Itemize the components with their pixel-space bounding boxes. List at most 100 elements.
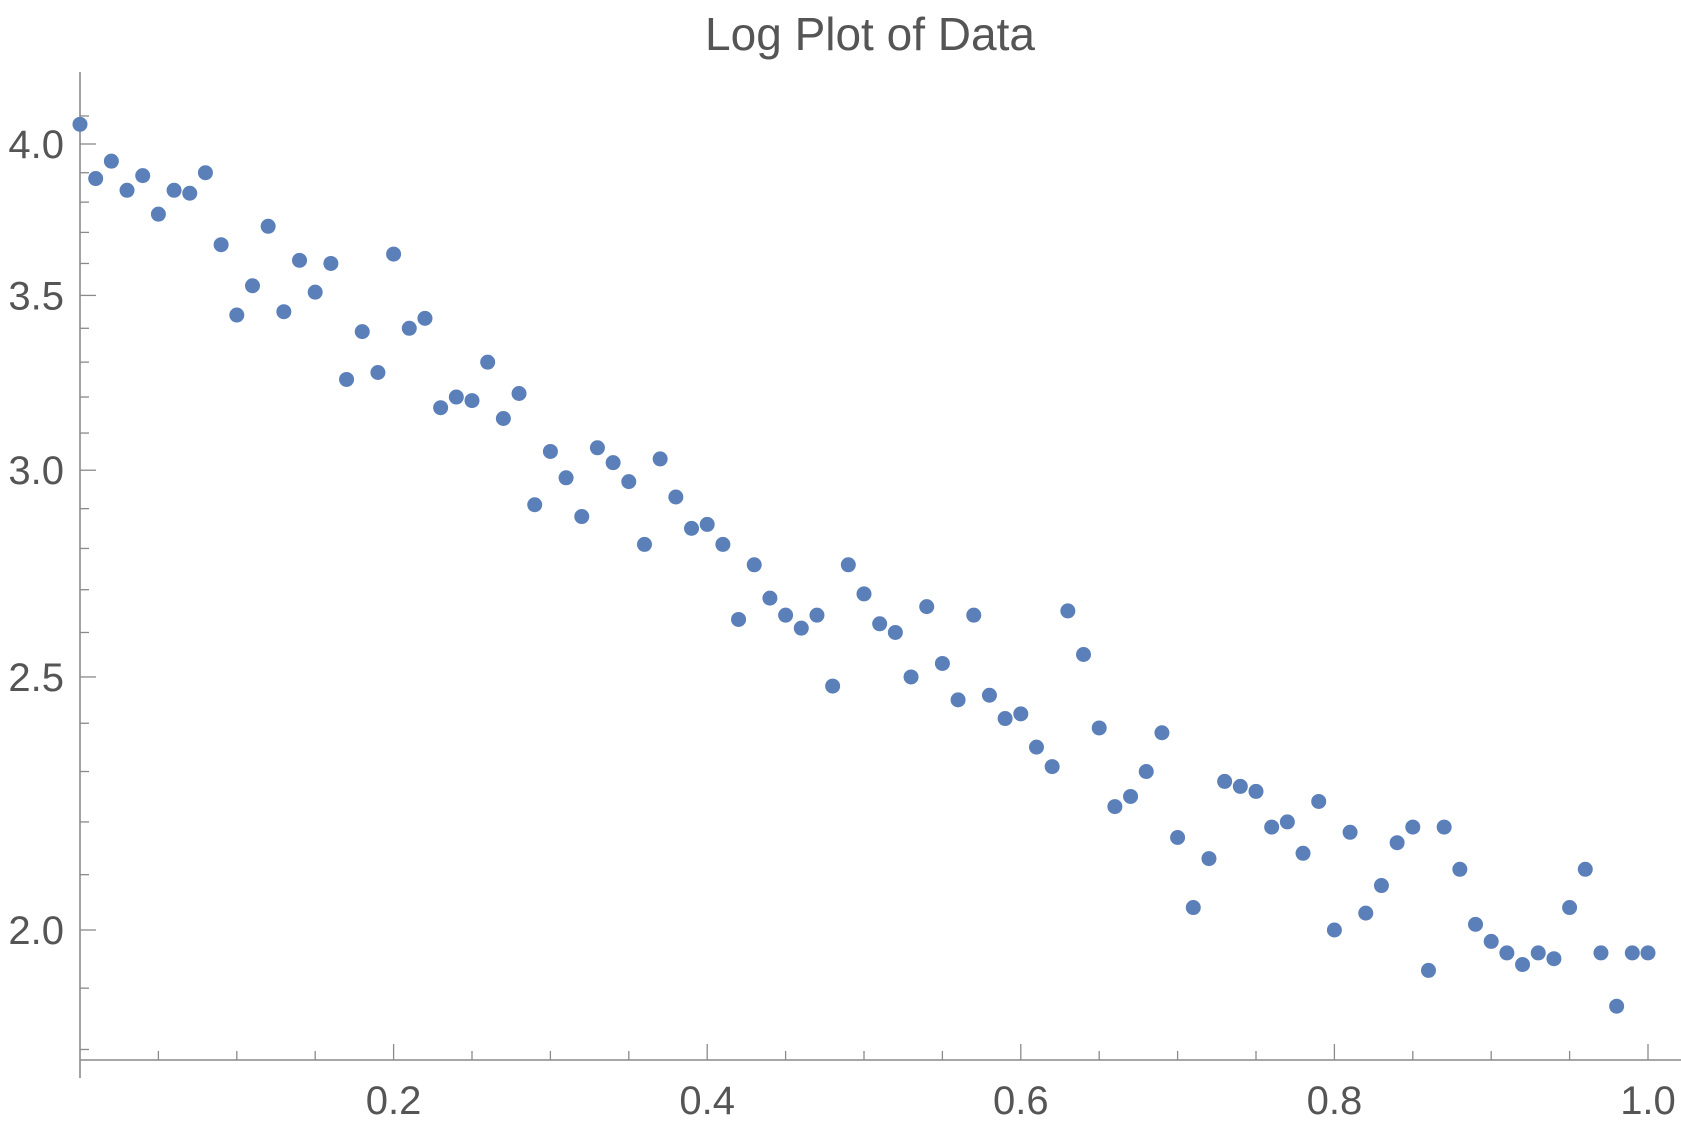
data-point (495, 410, 511, 426)
data-point (1546, 951, 1562, 967)
data-point (934, 655, 950, 671)
data-point (715, 536, 731, 552)
data-point (527, 497, 543, 513)
data-point (605, 455, 621, 471)
data-point (699, 516, 715, 532)
data-point (1279, 814, 1295, 830)
data-point (1609, 998, 1625, 1014)
data-point (1405, 819, 1421, 835)
data-point (684, 520, 700, 536)
data-point (354, 324, 370, 340)
data-point (636, 536, 652, 552)
data-point (668, 489, 684, 505)
x-tick-label: 0.4 (679, 1079, 735, 1123)
data-point (103, 153, 119, 169)
data-point (1170, 829, 1186, 845)
x-axis-ticks: 0.2 0.4 0.6 0.8 1.0 (157, 1044, 1676, 1123)
data-point (292, 252, 308, 268)
data-point (872, 616, 888, 632)
data-point (448, 389, 464, 405)
x-tick-label: 0.2 (366, 1079, 422, 1123)
data-point (997, 711, 1013, 727)
x-tick-label: 0.6 (993, 1079, 1049, 1123)
data-point (1640, 945, 1656, 961)
data-point (1154, 725, 1170, 741)
data-point (1624, 945, 1640, 961)
y-tick-label: 3.5 (8, 274, 64, 318)
data-point (809, 607, 825, 623)
data-point (260, 218, 276, 234)
data-point (558, 470, 574, 486)
data-points (72, 116, 1656, 1014)
data-point (887, 624, 903, 640)
data-point (589, 440, 605, 456)
data-point (1515, 957, 1531, 973)
data-point (966, 607, 982, 623)
data-point (119, 182, 135, 198)
data-point (72, 116, 88, 132)
data-point (1295, 845, 1311, 861)
y-tick-label: 2.5 (8, 656, 64, 700)
data-point (1358, 905, 1374, 921)
data-point (1138, 764, 1154, 780)
data-point (778, 607, 794, 623)
data-point (1123, 788, 1139, 804)
data-point (244, 278, 260, 294)
data-point (166, 182, 182, 198)
data-point (1452, 861, 1468, 877)
x-tick-label: 1.0 (1620, 1079, 1676, 1123)
data-point (1499, 945, 1515, 961)
data-point (1342, 824, 1358, 840)
data-point (1248, 783, 1264, 799)
data-point (542, 443, 558, 459)
data-point (1076, 647, 1092, 663)
data-point (746, 557, 762, 573)
data-point (150, 206, 166, 222)
data-point (1185, 900, 1201, 916)
data-point (840, 557, 856, 573)
data-point (762, 590, 778, 606)
data-point (574, 509, 590, 525)
data-point (1562, 900, 1578, 916)
data-point (386, 246, 402, 262)
data-point (511, 385, 527, 401)
data-point (903, 669, 919, 685)
data-point (919, 599, 935, 615)
x-tick-label: 0.8 (1307, 1079, 1363, 1123)
axes (79, 72, 1681, 1078)
data-point (276, 304, 292, 320)
data-point (339, 371, 355, 387)
y-tick-label: 4.0 (8, 123, 64, 167)
data-point (1264, 819, 1280, 835)
data-point (135, 168, 151, 184)
data-point (1028, 739, 1044, 755)
y-tick-label: 3.0 (8, 449, 64, 493)
data-point (856, 586, 872, 602)
data-point (1420, 962, 1436, 978)
data-point (1091, 720, 1107, 736)
data-point (480, 354, 496, 370)
data-point (1593, 945, 1609, 961)
data-point (1468, 916, 1484, 932)
data-point (1530, 945, 1546, 961)
data-point (197, 165, 213, 181)
data-point (731, 611, 747, 627)
data-point (825, 678, 841, 694)
y-axis-ticks: 2.0 2.5 3.0 3.5 4.0 (8, 115, 96, 1051)
data-point (1311, 793, 1327, 809)
data-point (182, 185, 198, 201)
data-point (1217, 773, 1233, 789)
data-point (1389, 835, 1405, 851)
data-point (323, 255, 339, 271)
data-point (401, 320, 417, 336)
y-tick-label: 2.0 (8, 909, 64, 953)
data-point (1326, 922, 1342, 938)
data-point (1232, 778, 1248, 794)
data-point (1483, 933, 1499, 949)
data-point (621, 474, 637, 490)
data-point (370, 364, 386, 380)
data-point (1436, 819, 1452, 835)
data-point (1373, 878, 1389, 894)
data-point (229, 307, 245, 323)
